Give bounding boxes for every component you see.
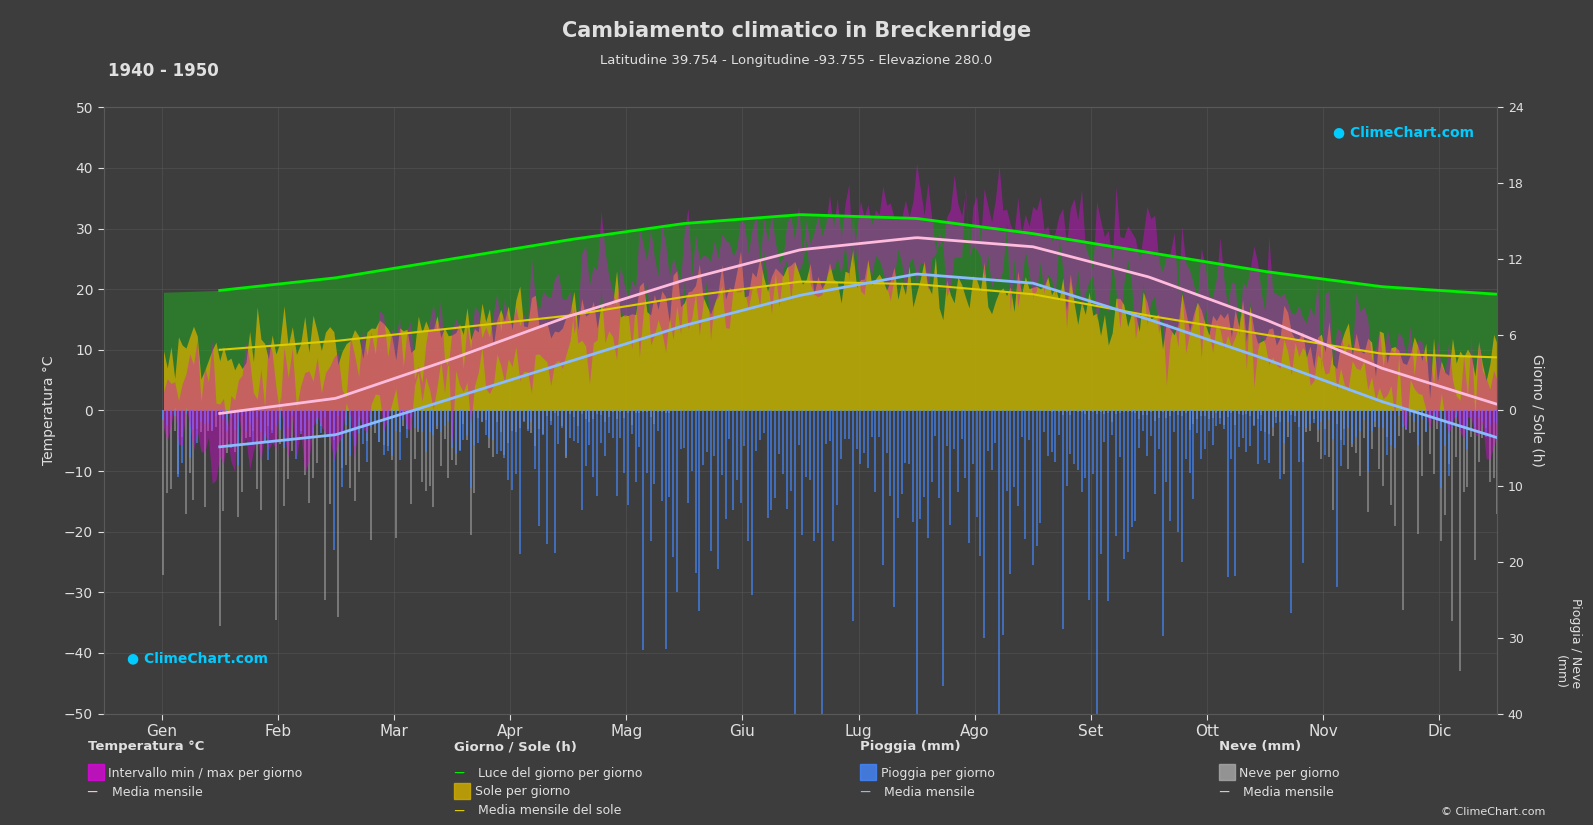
Text: Pioggia per giorno: Pioggia per giorno <box>881 766 994 780</box>
Text: Neve (mm): Neve (mm) <box>1219 740 1301 753</box>
Text: Media mensile: Media mensile <box>112 785 202 799</box>
Text: Pioggia / Neve
(mm): Pioggia / Neve (mm) <box>1553 598 1582 689</box>
Text: © ClimeChart.com: © ClimeChart.com <box>1440 807 1545 817</box>
Text: ─: ─ <box>860 785 870 799</box>
Text: ─: ─ <box>454 766 464 780</box>
Text: ● ClimeChart.com: ● ClimeChart.com <box>1333 125 1474 139</box>
Text: Intervallo min / max per giorno: Intervallo min / max per giorno <box>108 766 303 780</box>
Text: 1940 - 1950: 1940 - 1950 <box>108 62 220 80</box>
Text: ● ClimeChart.com: ● ClimeChart.com <box>127 651 268 665</box>
Text: ─: ─ <box>454 804 464 818</box>
Text: ─: ─ <box>1219 785 1228 799</box>
Y-axis label: Giorno / Sole (h): Giorno / Sole (h) <box>1531 354 1545 467</box>
Text: Media mensile: Media mensile <box>1243 785 1333 799</box>
Text: Cambiamento climatico in Breckenridge: Cambiamento climatico in Breckenridge <box>562 21 1031 40</box>
Y-axis label: Temperatura °C: Temperatura °C <box>41 356 56 465</box>
Text: Sole per giorno: Sole per giorno <box>475 785 570 799</box>
Text: Giorno / Sole (h): Giorno / Sole (h) <box>454 740 577 753</box>
Text: Neve per giorno: Neve per giorno <box>1239 766 1340 780</box>
Text: Media mensile: Media mensile <box>884 785 975 799</box>
Text: Temperatura °C: Temperatura °C <box>88 740 204 753</box>
Text: Media mensile del sole: Media mensile del sole <box>478 804 621 818</box>
Text: Latitudine 39.754 - Longitudine -93.755 - Elevazione 280.0: Latitudine 39.754 - Longitudine -93.755 … <box>601 54 992 67</box>
Text: ─: ─ <box>88 785 97 799</box>
Text: Pioggia (mm): Pioggia (mm) <box>860 740 961 753</box>
Text: Luce del giorno per giorno: Luce del giorno per giorno <box>478 766 642 780</box>
